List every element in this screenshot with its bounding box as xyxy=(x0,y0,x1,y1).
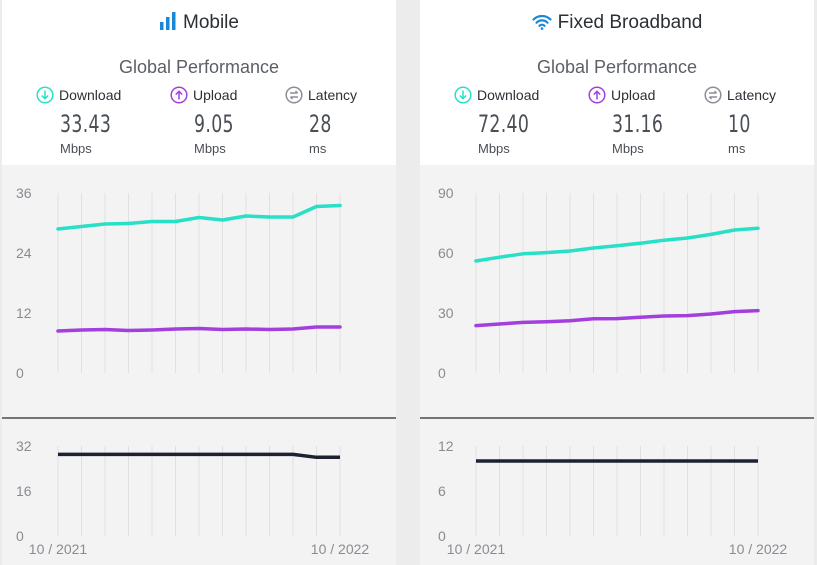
latency-unit: ms xyxy=(309,141,327,156)
latency-icon xyxy=(704,86,722,104)
download-value: 72.40 xyxy=(478,110,530,138)
upload-unit: Mbps xyxy=(194,141,226,156)
latency-label: Latency xyxy=(308,87,358,103)
download-metric: Download 33.43 Mbps xyxy=(36,86,122,156)
speed-y-tick-label: 12 xyxy=(16,305,32,321)
x-tick-label: 10 / 2021 xyxy=(29,541,88,557)
latency-label: Latency xyxy=(727,87,777,103)
latency-y-tick-label: 6 xyxy=(438,483,446,499)
mobile-chart: 36 24 12 0 32 16 0 10 / 2021 10 / 2022 xyxy=(2,165,396,565)
speed-y-tick-label: 36 xyxy=(16,185,32,201)
latency-y-tick-label: 0 xyxy=(16,528,24,544)
latency-y-tick-label: 32 xyxy=(16,438,32,454)
latency-y-tick-label: 0 xyxy=(438,528,446,544)
latency-value: 28 xyxy=(309,110,332,138)
upload-label: Upload xyxy=(611,87,656,103)
wifi-icon xyxy=(532,14,552,36)
fixed-broadband-panel: Fixed Broadband Global Performance Downl… xyxy=(420,0,814,565)
speed-y-tick-label: 90 xyxy=(438,185,454,201)
panel-title-text: Mobile xyxy=(183,12,239,33)
upload-line xyxy=(474,308,760,328)
upload-metric: Upload 9.05 Mbps xyxy=(170,86,238,156)
upload-metric: Upload 31.16 Mbps xyxy=(588,86,663,156)
latency-unit: ms xyxy=(728,141,746,156)
download-value: 33.43 xyxy=(60,110,112,138)
upload-value: 31.16 xyxy=(612,110,664,138)
section-subtitle: Global Performance xyxy=(118,57,280,77)
section-subtitle: Global Performance xyxy=(536,57,698,77)
speed-y-tick-label: 24 xyxy=(16,245,32,261)
upload-value: 9.05 xyxy=(194,110,234,138)
mobile-panel: Mobile Global Performance Download 33.43… xyxy=(2,0,396,565)
download-unit: Mbps xyxy=(478,141,510,156)
x-tick-label: 10 / 2022 xyxy=(311,541,370,557)
download-icon xyxy=(454,86,472,104)
speed-y-tick-label: 30 xyxy=(438,305,454,321)
speed-y-tick-label: 60 xyxy=(438,245,454,261)
upload-unit: Mbps xyxy=(612,141,644,156)
speed-y-tick-label: 0 xyxy=(16,365,24,381)
upload-icon xyxy=(588,86,606,104)
latency-y-tick-label: 12 xyxy=(438,438,454,454)
panel-title: Fixed Broadband xyxy=(420,12,814,36)
download-label: Download xyxy=(477,87,540,103)
speed-y-tick-label: 0 xyxy=(438,365,446,381)
latency-metric: Latency 28 ms xyxy=(285,86,358,156)
download-icon xyxy=(36,86,54,104)
download-line xyxy=(474,226,760,263)
panel-title-text: Fixed Broadband xyxy=(557,12,703,33)
upload-icon xyxy=(170,86,188,104)
panel-title: Mobile xyxy=(2,12,396,36)
latency-y-tick-label: 16 xyxy=(16,483,32,499)
x-tick-label: 10 / 2022 xyxy=(729,541,788,557)
latency-value: 10 xyxy=(728,110,751,138)
download-line xyxy=(56,203,342,231)
x-tick-label: 10 / 2021 xyxy=(447,541,506,557)
signal-bars-icon xyxy=(159,12,177,36)
upload-label: Upload xyxy=(193,87,238,103)
latency-icon xyxy=(285,86,303,104)
latency-line xyxy=(58,452,340,460)
download-label: Download xyxy=(59,87,122,103)
download-unit: Mbps xyxy=(60,141,92,156)
latency-metric: Latency 10 ms xyxy=(704,86,777,156)
download-metric: Download 72.40 Mbps xyxy=(454,86,540,156)
upload-line xyxy=(56,325,342,333)
